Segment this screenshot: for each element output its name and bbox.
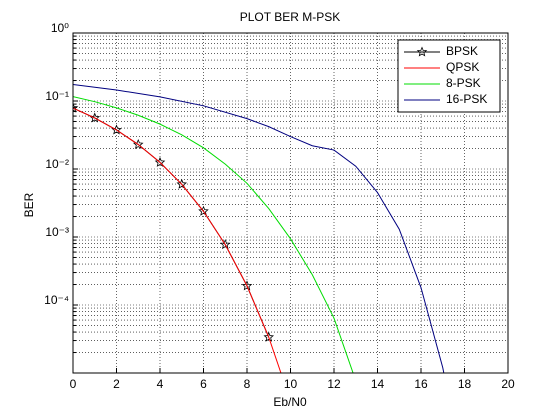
y-tick-label: 10⁻⁴: [44, 293, 69, 307]
x-tick-label: 12: [327, 377, 341, 391]
series-line: [73, 96, 354, 373]
x-tick-label: 14: [371, 377, 385, 391]
series-line: [73, 107, 282, 373]
series-marker: [263, 331, 275, 342]
legend-label: 8-PSK: [446, 76, 481, 90]
legend-label: QPSK: [446, 60, 479, 74]
legend-label: 16-PSK: [446, 92, 487, 106]
x-tick-label: 20: [501, 377, 515, 391]
y-tick-label: 10⁰: [51, 21, 69, 35]
series-marker: [73, 102, 79, 113]
legend-label: BPSK: [446, 44, 478, 58]
y-tick-label: 10⁻¹: [45, 89, 69, 103]
series-marker: [219, 239, 231, 250]
legend-marker: [416, 46, 428, 57]
x-tick-label: 8: [244, 377, 251, 391]
x-tick-label: 16: [414, 377, 428, 391]
x-axis-label: Eb/N0: [273, 395, 307, 409]
x-tick-label: 6: [200, 377, 207, 391]
x-tick-label: 10: [284, 377, 298, 391]
series-marker: [241, 280, 253, 291]
chart-title: PLOT BER M-PSK: [240, 10, 340, 24]
y-tick-label: 10⁻²: [45, 157, 69, 171]
y-tick-label: 10⁻³: [45, 225, 69, 239]
y-axis-label: BER: [22, 192, 36, 217]
series-marker: [132, 138, 144, 150]
plot-lines: [73, 83, 445, 373]
series-marker: [198, 205, 209, 216]
x-tick-label: 4: [157, 377, 164, 391]
series-line: [73, 83, 445, 373]
x-tick-label: 0: [70, 377, 77, 391]
x-tick-label: 2: [113, 377, 120, 391]
series-marker: [154, 156, 166, 167]
x-tick-label: 18: [458, 377, 472, 391]
series-marker: [176, 178, 188, 189]
